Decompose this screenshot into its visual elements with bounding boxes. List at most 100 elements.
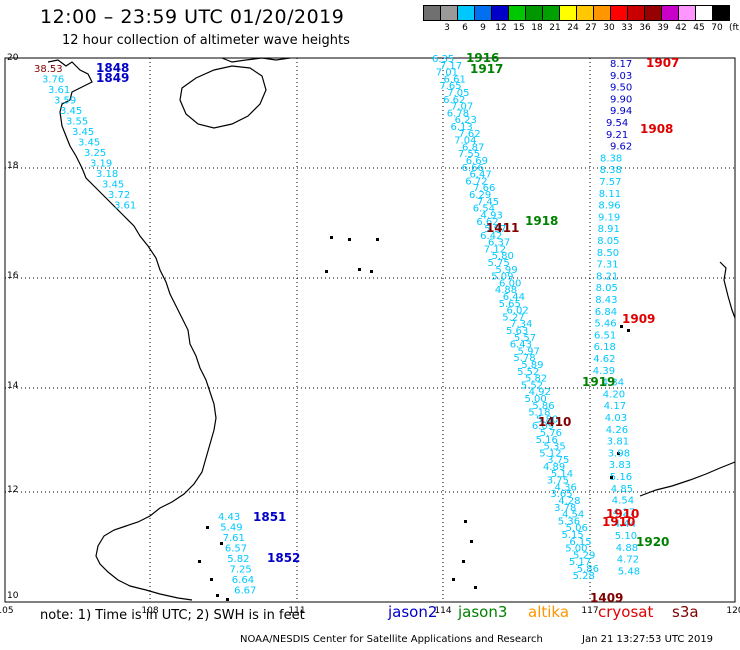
island-marker (470, 540, 473, 543)
pass-time-label: 1910 (606, 507, 639, 521)
y-tick-label: 14 (7, 381, 19, 391)
wave-height-value: 3.45 (60, 106, 82, 117)
island-marker (610, 476, 613, 479)
wave-height-value: 7.25 (230, 565, 252, 576)
wave-height-value: 4.27 (613, 507, 635, 518)
wave-height-value: 6.61 (444, 74, 466, 85)
wave-height-value: 5.82 (227, 554, 249, 565)
wave-height-value: 8.38 (600, 153, 622, 164)
wave-height-value: 3.59 (54, 96, 76, 107)
wave-height-value: 6.78 (447, 108, 469, 119)
page-subtitle: 12 hour collection of altimeter wave hei… (62, 33, 350, 48)
wave-height-value: 3.65 (550, 489, 572, 500)
wave-height-value: 7.65 (439, 81, 461, 92)
wave-height-value: 6.44 (503, 292, 525, 303)
wave-height-value: 7.01 (436, 68, 458, 79)
wave-height-value: 6.29 (469, 190, 491, 201)
island-marker (617, 452, 620, 455)
wave-height-value: 7.62 (458, 129, 480, 140)
wave-height-value: 5.78 (513, 353, 535, 364)
satellite-legend-cryosat: cryosat (598, 603, 654, 621)
color-scale-tick: 9 (480, 23, 486, 33)
color-scale-swatch (712, 5, 730, 21)
wave-height-value: 3.75 (547, 476, 569, 487)
x-tick-label: 120 (726, 606, 740, 616)
wave-height-value: 5.52 (521, 380, 543, 391)
island-marker (474, 586, 477, 589)
wave-height-value: 5.18 (528, 408, 550, 419)
pass-time-label: 1411 (486, 221, 519, 235)
wave-height-value: 3.76 (42, 75, 64, 86)
wave-height-value: 4.34 (602, 378, 624, 389)
wave-height-value: 5.14 (551, 469, 573, 480)
wave-height-value: 5.48 (618, 566, 640, 577)
map-frame (4, 57, 736, 603)
wave-height-value: 6.62 (443, 95, 465, 106)
wave-height-value: 6.37 (488, 238, 510, 249)
island-marker (206, 526, 209, 529)
island-marker (376, 238, 379, 241)
wave-height-value: 5.57 (514, 333, 536, 344)
island-marker (452, 578, 455, 581)
wave-height-value: 3.61 (114, 201, 136, 212)
island-marker (330, 236, 333, 239)
wave-height-value: 5.52 (517, 367, 539, 378)
pass-time-label: 1410 (538, 415, 571, 429)
color-scale-ticks: 3 6 9 12 15 18 21 24 27 30 33 36 39 42 45 70 (423, 23, 740, 37)
hainan-island-outline (179, 65, 267, 129)
pass-time-label: 1409 (590, 591, 623, 605)
pass-time-label: 1849 (96, 71, 129, 85)
wave-height-value: 6.66 (462, 163, 484, 174)
pass-time-label: 1920 (636, 535, 669, 549)
color-scale-tick: 15 (513, 23, 525, 33)
wave-height-value: 9.62 (610, 142, 632, 153)
wave-height-value: 6.09 (532, 421, 554, 432)
wave-height-value: 7.55 (458, 149, 480, 160)
color-scale-tick: 21 (549, 23, 561, 33)
x-tick-label: 114 (434, 606, 451, 616)
wave-height-value: 4.28 (558, 496, 580, 507)
wave-height-value: 3.83 (609, 460, 631, 471)
wave-height-value: 5.36 (558, 516, 580, 527)
island-marker (462, 560, 465, 563)
pass-time-label: 1909 (622, 312, 655, 326)
wave-height-value: 5.82 (525, 374, 547, 385)
wave-height-value: 5.00 (525, 394, 547, 405)
color-scale-tick: 6 (462, 23, 468, 33)
color-scale-tick: 27 (585, 23, 597, 33)
wave-height-value: 5.86 (532, 401, 554, 412)
wave-height-value: 5.27 (502, 312, 524, 323)
wave-height-value: 4.88 (616, 543, 638, 554)
wave-height-value: 5.63 (506, 326, 528, 337)
color-scale-tick: 12 (495, 23, 507, 33)
wave-height-value: 5.29 (573, 550, 595, 561)
wave-height-value: 9.19 (598, 212, 620, 223)
wave-height-value: 3.25 (84, 148, 106, 159)
color-scale-tick: 45 (693, 23, 705, 33)
wave-height-value: 4.62 (593, 354, 615, 365)
island-marker (226, 598, 229, 601)
wave-height-value: 9.03 (610, 71, 632, 82)
wave-height-value: 3.19 (90, 159, 112, 170)
y-tick-label: 12 (7, 485, 18, 495)
color-scale-unit: (ft) (729, 23, 740, 33)
wave-height-value: 3.45 (78, 138, 100, 149)
pass-time-label: 1852 (267, 551, 300, 565)
wave-height-value: 4.26 (606, 425, 628, 436)
wave-height-value: 8.96 (598, 201, 620, 212)
wave-height-value: 7.57 (599, 177, 621, 188)
wave-height-value: 6.00 (499, 278, 521, 289)
wave-height-value: 6.51 (594, 330, 616, 341)
wave-height-value: 7.12 (484, 244, 506, 255)
wave-height-value: 8.17 (610, 59, 632, 70)
wave-height-value: 7.05 (447, 88, 469, 99)
wave-height-value: 9.50 (610, 83, 632, 94)
satellite-legend-jason2: jason2 (388, 603, 438, 621)
wave-height-value: 9.21 (606, 130, 628, 141)
wave-height-value: 5.17 (569, 557, 591, 568)
y-tick-label: 18 (7, 161, 19, 171)
pass-time-label: 1919 (582, 375, 615, 389)
wave-height-value: 5.10 (615, 531, 637, 542)
